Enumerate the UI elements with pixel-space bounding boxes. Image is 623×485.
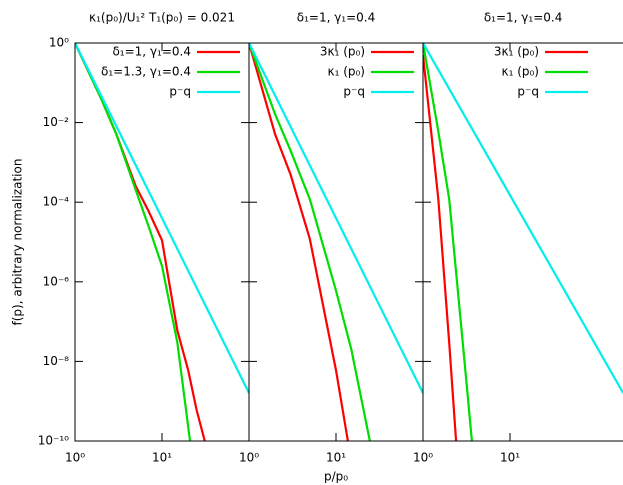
x-tick-label: 10⁰ bbox=[65, 451, 85, 465]
legend-label: 3κ₁ (p₀) bbox=[494, 45, 539, 59]
x-tick-label: 10¹ bbox=[152, 451, 172, 465]
panel-title: κ₁(p₀)/U₁² T₁(p₀) = 0.021 bbox=[89, 11, 235, 25]
series-line bbox=[249, 43, 423, 394]
legend-label: p⁻q bbox=[169, 85, 191, 99]
panel-title: δ₁=1, γ₁=0.4 bbox=[484, 11, 563, 25]
legend-label: κ₁ (p₀) bbox=[502, 65, 540, 79]
y-tick-label: 10⁻¹⁰ bbox=[38, 434, 69, 448]
legend-label: p⁻q bbox=[343, 85, 365, 99]
frame bbox=[422, 42, 623, 442]
series-line bbox=[75, 43, 249, 394]
series-line bbox=[423, 43, 474, 441]
y-axis-label: f(p), arbitrary normalization bbox=[11, 159, 25, 326]
series-line bbox=[249, 43, 371, 441]
x-axis-label: p/p₀ bbox=[324, 470, 348, 484]
x-tick-label: 10⁰ bbox=[413, 451, 433, 465]
y-tick-label: 10⁻⁶ bbox=[43, 274, 70, 288]
y-tick-label: 10⁻² bbox=[43, 115, 70, 129]
panel-title: δ₁=1, γ₁=0.4 bbox=[297, 11, 376, 25]
series-line bbox=[75, 43, 206, 441]
legend-label: κ₁ (p₀) bbox=[328, 65, 366, 79]
legend-label: 3κ₁ (p₀) bbox=[320, 45, 365, 59]
legend-label: δ₁=1, γ₁=0.4 bbox=[112, 45, 191, 59]
legend-label: p⁻q bbox=[517, 85, 539, 99]
x-tick-label: 10¹ bbox=[326, 451, 346, 465]
series-line bbox=[423, 54, 458, 441]
series-line bbox=[423, 43, 623, 394]
frame bbox=[248, 42, 424, 442]
y-tick-label: 10⁻⁸ bbox=[43, 354, 70, 368]
series-line bbox=[75, 43, 192, 441]
legend-label: δ₁=1.3, γ₁=0.4 bbox=[101, 65, 191, 79]
series-line bbox=[249, 43, 349, 441]
y-tick-label: 10⁻⁴ bbox=[43, 195, 70, 209]
x-tick-label: 10¹ bbox=[500, 451, 520, 465]
x-tick-label: 10⁰ bbox=[239, 451, 259, 465]
y-tick-label: 10⁰ bbox=[49, 36, 69, 50]
